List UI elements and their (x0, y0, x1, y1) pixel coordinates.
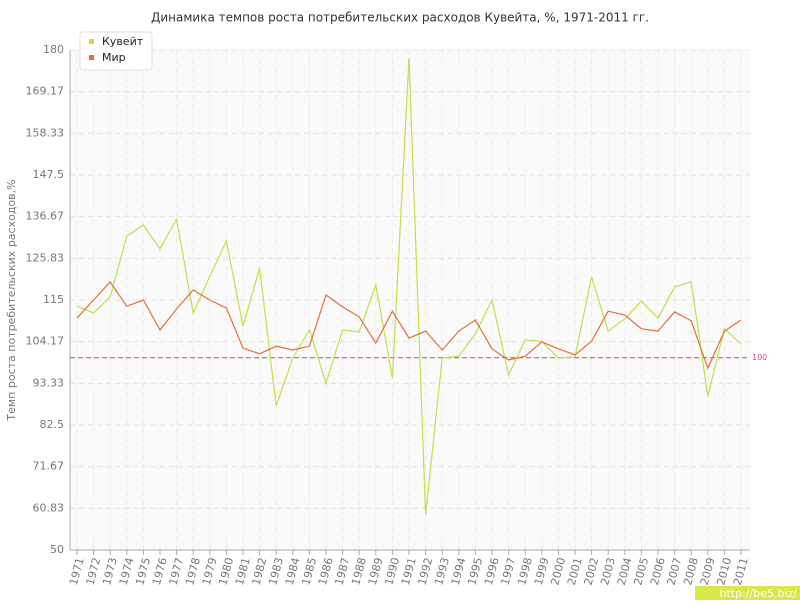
chart-title: Динамика темпов роста потребительских ра… (151, 11, 649, 25)
legend-label: Мир (102, 51, 126, 64)
y-tick-label: 93.33 (33, 376, 65, 389)
watermark-bg (695, 586, 800, 600)
y-tick-label: 50 (50, 543, 64, 556)
y-tick-label: 71.67 (33, 460, 65, 473)
series-line (76, 280, 742, 370)
legend-swatch (89, 55, 94, 60)
y-axis-label: Темп роста потребительских расходов,% (5, 179, 18, 421)
legend-label: Кувейт (102, 35, 144, 48)
y-tick-label: 104.17 (26, 335, 65, 348)
y-tick-label: 158.33 (26, 126, 65, 139)
y-tick-label: 180 (43, 43, 64, 56)
legend: Кувейт Мир (79, 31, 153, 71)
y-tick-label: 147.5 (33, 168, 65, 181)
legend-swatch (89, 39, 94, 44)
series-line (76, 58, 742, 516)
y-tick-label: 82.5 (40, 418, 65, 431)
legend-box (79, 31, 153, 71)
x-tick-label: 2011 (731, 556, 751, 586)
plot-area (70, 50, 750, 550)
y-tick-label: 169.17 (26, 85, 65, 98)
y-tick-label: 125.83 (26, 251, 65, 264)
y-tick-label: 60.83 (33, 501, 65, 514)
y-tick-label: 136.67 (26, 210, 65, 223)
reference-label: 100 (752, 353, 767, 362)
y-tick-label: 115 (43, 293, 64, 306)
watermark: http://be5.biz/ (720, 587, 798, 600)
